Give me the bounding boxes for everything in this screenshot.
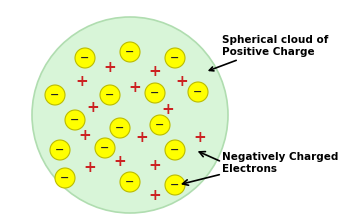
- Text: +: +: [76, 74, 88, 90]
- Circle shape: [120, 172, 140, 192]
- Text: −: −: [80, 53, 90, 63]
- Text: +: +: [129, 80, 141, 95]
- Circle shape: [75, 48, 95, 68]
- Text: +: +: [79, 128, 91, 143]
- Circle shape: [45, 85, 65, 105]
- Text: −: −: [125, 177, 135, 187]
- Circle shape: [50, 140, 70, 160]
- Text: Spherical cloud of
Positive Charge: Spherical cloud of Positive Charge: [209, 35, 329, 71]
- Text: −: −: [155, 120, 165, 130]
- Text: −: −: [105, 90, 115, 100]
- Text: +: +: [149, 65, 161, 80]
- Text: +: +: [87, 101, 99, 116]
- Text: −: −: [115, 123, 125, 133]
- Text: +: +: [149, 158, 161, 173]
- Circle shape: [165, 175, 185, 195]
- Circle shape: [100, 85, 120, 105]
- Text: −: −: [100, 143, 110, 153]
- Text: −: −: [125, 47, 135, 57]
- Text: −: −: [50, 90, 60, 100]
- Circle shape: [55, 168, 75, 188]
- Text: +: +: [136, 130, 148, 145]
- Text: +: +: [194, 130, 207, 145]
- Circle shape: [120, 42, 140, 62]
- Text: −: −: [193, 87, 203, 97]
- Circle shape: [150, 115, 170, 135]
- Circle shape: [145, 83, 165, 103]
- Text: −: −: [170, 145, 180, 155]
- Text: −: −: [55, 145, 65, 155]
- Text: Negatively Charged
Electrons: Negatively Charged Electrons: [222, 152, 338, 174]
- Circle shape: [95, 138, 115, 158]
- Circle shape: [65, 110, 85, 130]
- Text: +: +: [162, 103, 174, 118]
- Circle shape: [188, 82, 208, 102]
- Text: +: +: [114, 154, 126, 170]
- Circle shape: [165, 48, 185, 68]
- Circle shape: [165, 140, 185, 160]
- Circle shape: [110, 118, 130, 138]
- Circle shape: [32, 17, 228, 213]
- Text: −: −: [170, 180, 180, 190]
- Text: +: +: [149, 187, 161, 202]
- Text: +: +: [176, 74, 188, 90]
- Text: +: +: [83, 160, 96, 175]
- Text: +: +: [104, 61, 116, 76]
- Text: −: −: [170, 53, 180, 63]
- Text: −: −: [70, 115, 80, 125]
- Text: −: −: [60, 173, 70, 183]
- Text: −: −: [150, 88, 160, 98]
